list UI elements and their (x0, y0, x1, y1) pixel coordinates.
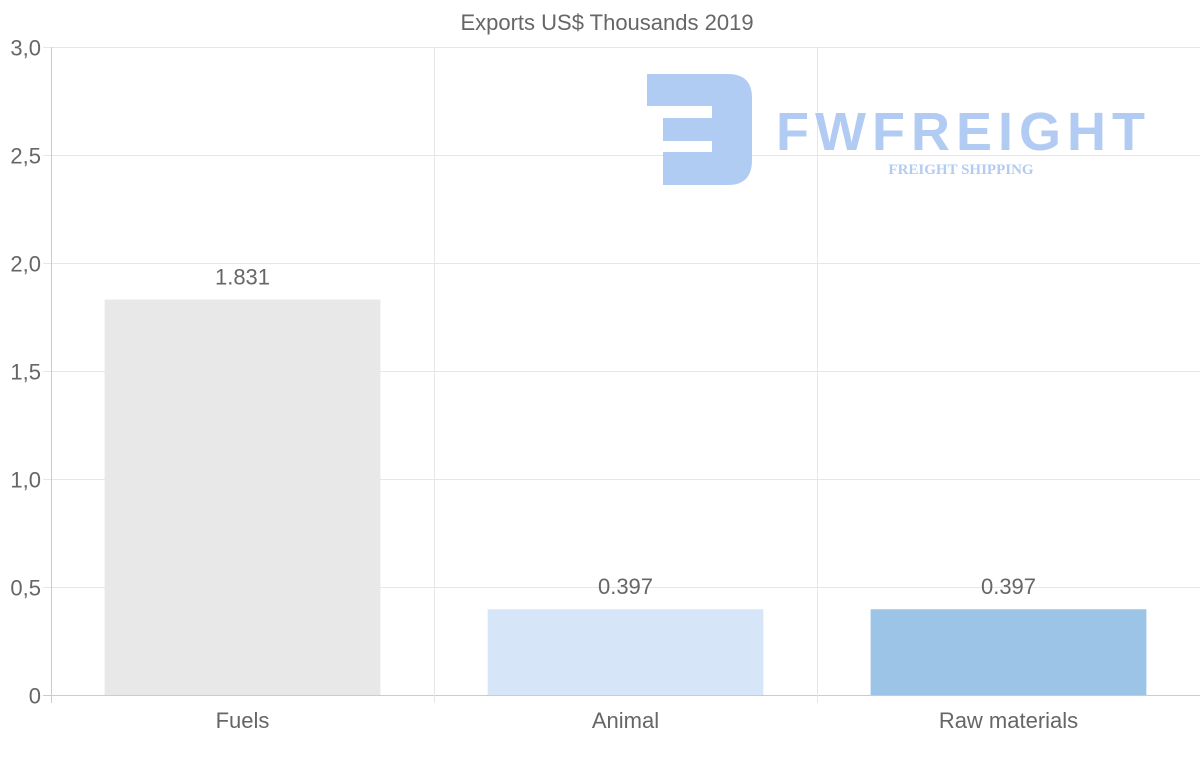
y-tick-label: 2,5 (10, 144, 41, 169)
x-tick-label: Raw materials (939, 708, 1078, 733)
axes: 0 0,5 1,0 1,5 2,0 2,5 3,0 Fuels Animal Raw materi… (10, 36, 1078, 734)
bars: 1.831 0.397 0.397 (104, 265, 1147, 695)
y-tick-label: 1,0 (10, 468, 41, 493)
bar-animal (487, 609, 764, 695)
bar-fuels (104, 299, 381, 695)
watermark-brand: FWFREIGHT (776, 102, 1146, 162)
watermark-tagline: FREIGHT SHIPPING (888, 162, 1033, 178)
data-label: 0.397 (981, 574, 1036, 599)
x-tick-label: Fuels (216, 708, 270, 733)
bar-raw-materials (870, 609, 1147, 695)
watermark-logo: FWFREIGHT FREIGHT SHIPPING (647, 74, 1146, 185)
chart-title: Exports US$ Thousands 2019 (460, 10, 753, 35)
y-tick-label: 3,0 (10, 36, 41, 61)
y-tick-label: 0 (29, 684, 41, 709)
data-label: 0.397 (598, 574, 653, 599)
y-tick-label: 0,5 (10, 576, 41, 601)
x-tick-label: Animal (592, 708, 659, 733)
logo-mark-icon (647, 74, 752, 185)
data-label: 1.831 (215, 265, 270, 290)
y-tick-label: 2,0 (10, 252, 41, 277)
y-tick-label: 1,5 (10, 360, 41, 385)
